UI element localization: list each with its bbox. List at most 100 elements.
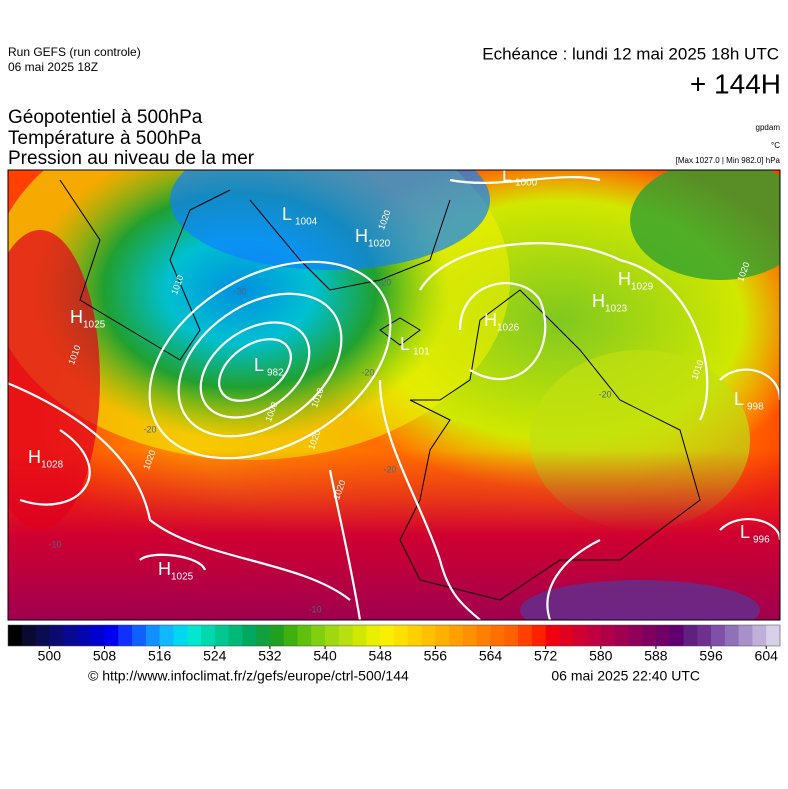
color-cell: [724, 625, 740, 646]
isotherm-label: -10: [48, 539, 61, 549]
pressure-center: L 998: [734, 389, 764, 413]
isobar: [19, 429, 91, 506]
color-cell: [338, 625, 354, 646]
center-value: 1026: [497, 323, 520, 334]
isobar: [177, 292, 343, 438]
color-cell: [504, 625, 519, 646]
footer: © http://www.infoclimat.fr/z/gefs/europe…: [88, 668, 700, 684]
color-cell: [738, 625, 753, 646]
colorbar-tick-label: 596: [699, 648, 723, 664]
pressure-center: H 1026: [484, 310, 520, 334]
isobar: [419, 242, 709, 421]
isobar: [199, 321, 311, 419]
field-shade: [8, 230, 100, 530]
color-cell: [711, 625, 726, 646]
color-cell: [476, 625, 491, 646]
isobar: [546, 539, 601, 620]
center-type: L: [282, 204, 292, 224]
color-cell: [49, 625, 64, 646]
colorbar-frame: [7, 624, 781, 647]
isobar: [8, 382, 351, 601]
pressure-center: H 1025: [70, 307, 106, 331]
isobar: [148, 260, 392, 460]
color-cell: [462, 625, 478, 646]
color-cell: [366, 625, 381, 646]
generated-time: 06 mai 2025 22:40 UTC: [551, 668, 700, 684]
color-cell: [518, 625, 533, 646]
center-type: H: [484, 310, 497, 330]
color-cell: [8, 625, 23, 646]
coastline: [59, 179, 231, 361]
center-type: L: [400, 334, 410, 354]
colorbar-tick-label: 500: [38, 648, 62, 664]
color-cell: [90, 625, 105, 646]
color-cell: [559, 625, 574, 646]
color-cell: [683, 625, 698, 646]
isotherm-label: -20: [383, 464, 396, 474]
isotherm-label: -20: [598, 389, 611, 399]
colorbar-tick-label: 564: [479, 648, 503, 664]
isobar: [719, 518, 780, 541]
color-cell: [614, 625, 629, 646]
color-cell: [63, 625, 78, 646]
color-cell: [256, 625, 271, 646]
center-value: 101: [413, 347, 430, 358]
center-type: L: [502, 165, 512, 185]
color-cell: [394, 625, 409, 646]
color-cell: [573, 625, 588, 646]
pressure-center: H 1025: [158, 559, 194, 583]
color-cell: [697, 625, 712, 646]
isotherm-label: -30: [233, 286, 246, 296]
colorbar-tick-label: 540: [313, 648, 337, 664]
valid-time: Echéance : lundi 12 mai 2025 18h UTC: [482, 44, 779, 63]
coastline: [399, 289, 701, 601]
color-cell: [421, 625, 436, 646]
color-cell: [35, 625, 50, 646]
source-url: © http://www.infoclimat.fr/z/gefs/europe…: [88, 668, 409, 684]
field: Pression au niveau de la mer: [8, 148, 255, 169]
pressure-center: L 1004: [282, 204, 318, 228]
isobar: [218, 338, 292, 402]
color-cell: [311, 625, 326, 646]
isobar: [719, 368, 780, 401]
color-cell: [655, 625, 671, 646]
color-cell: [380, 625, 395, 646]
center-value: 1025: [83, 320, 106, 331]
field: Température à 500hPa: [8, 128, 202, 149]
color-cell: [173, 625, 188, 646]
color-cell: [283, 625, 298, 646]
color-cell: [490, 625, 505, 646]
color-cell: [435, 625, 450, 646]
center-value: 1004: [295, 217, 318, 228]
color-cell: [228, 625, 243, 646]
pressure-center: L 1000: [502, 165, 538, 189]
color-cell: [531, 625, 547, 646]
colorbar-tick-label: 556: [424, 648, 448, 664]
color-cell: [587, 625, 602, 646]
center-type: H: [355, 226, 368, 246]
color-cell: [76, 625, 92, 646]
center-value: 1023: [605, 304, 628, 315]
colorbar-tick-label: 604: [755, 648, 779, 664]
colorbar-tick-label: 580: [589, 648, 613, 664]
header: Run GEFS (run controle) 06 mai 2025 18Z …: [8, 44, 781, 169]
color-cell: [21, 625, 36, 646]
center-value: 1028: [41, 460, 64, 471]
color-cell: [449, 625, 464, 646]
run: Run GEFS (run controle): [8, 45, 141, 59]
coastlines: [59, 179, 701, 601]
colorbar-tick-label: 508: [93, 648, 117, 664]
center-value: 1020: [368, 239, 391, 250]
color-cell: [628, 625, 643, 646]
coastline: [249, 199, 451, 291]
center-type: H: [592, 291, 605, 311]
colorbar-tick-label: 572: [534, 648, 558, 664]
pressure-center: L 101: [400, 334, 430, 358]
run-date: 06 mai 2025 18Z: [8, 60, 98, 74]
center-value: 998: [747, 402, 764, 413]
center-value: 1029: [631, 282, 654, 293]
field-shade: [630, 170, 780, 280]
colorbar-tick-label: 548: [369, 648, 393, 664]
